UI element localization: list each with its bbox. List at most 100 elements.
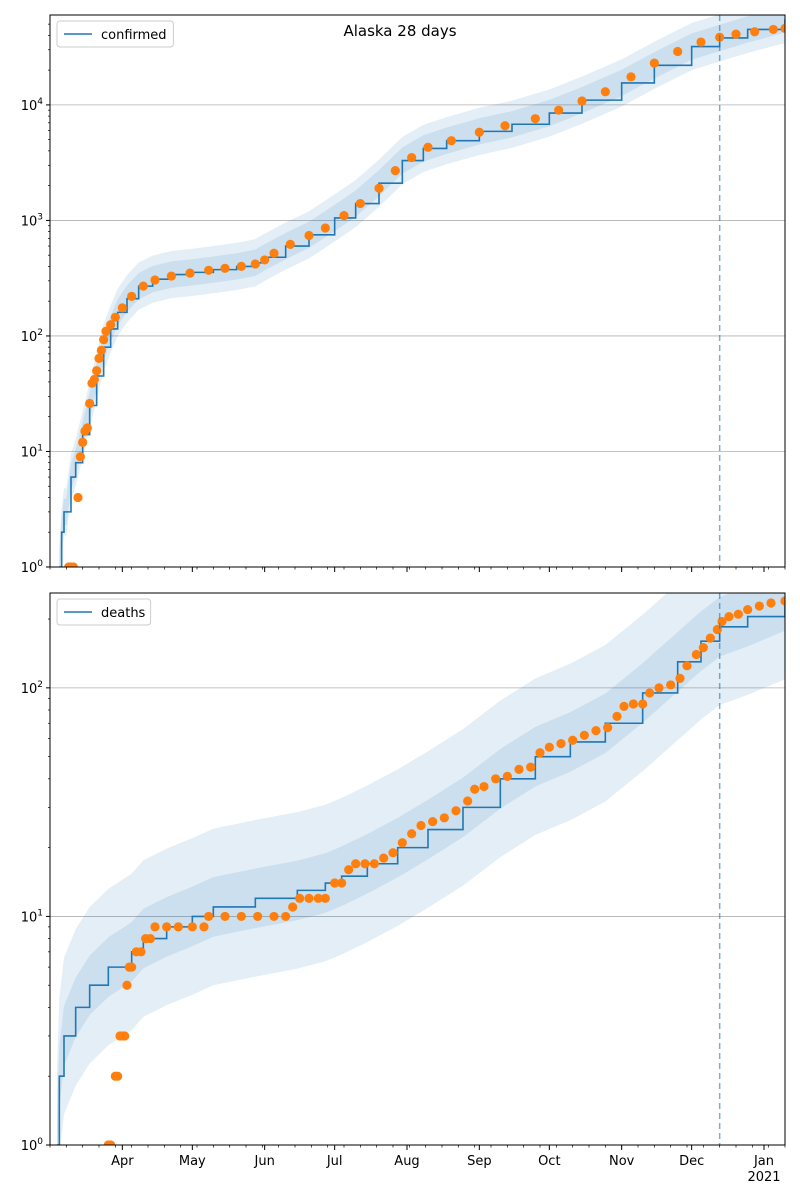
observed-point [96, 345, 106, 355]
observed-point [320, 223, 330, 233]
observed-point [463, 796, 473, 806]
observed-point [113, 1071, 123, 1081]
observed-point [162, 922, 172, 932]
observed-point [423, 142, 433, 152]
observed-point [673, 46, 683, 57]
y-tick-exponent: 1 [37, 908, 43, 918]
observed-point [185, 268, 195, 278]
observed-point [628, 699, 638, 709]
observed-point [750, 27, 760, 37]
observed-point [85, 398, 95, 409]
observed-point [250, 259, 260, 269]
observed-point [626, 72, 636, 82]
observed-point [236, 261, 246, 271]
observed-point [313, 893, 323, 903]
observed-point [75, 452, 85, 462]
observed-point [94, 353, 104, 363]
observed-point [691, 649, 701, 660]
plot-area [59, 15, 785, 567]
observed-point [731, 29, 741, 39]
observed-point [127, 962, 137, 972]
observed-point [281, 911, 291, 922]
observed-point [304, 230, 314, 241]
y-tick-label: 100 [21, 559, 44, 576]
observed-point [603, 723, 613, 733]
observed-point [654, 683, 664, 693]
y-tick-exponent: 4 [37, 97, 43, 107]
observed-point [591, 726, 601, 736]
x-tick-label: Jan [753, 1154, 774, 1169]
observed-point [712, 624, 722, 635]
observed-point [220, 911, 230, 922]
observed-point [127, 291, 137, 301]
observed-point [446, 136, 456, 146]
uncertainty-band [57, 593, 785, 1145]
observed-point [355, 198, 365, 209]
observed-point [439, 813, 449, 823]
observed-point [360, 859, 370, 869]
model-line-deaths [57, 600, 785, 1145]
y-tick-exponent: 1 [37, 443, 43, 453]
y-tick-exponent: 2 [37, 680, 43, 690]
y-tick-label: 101 [21, 443, 43, 460]
observed-point [78, 437, 88, 447]
legend: deaths [56, 598, 152, 626]
observed-point [675, 673, 685, 683]
observed-point [388, 848, 398, 858]
observed-point [754, 601, 764, 611]
observed-point [479, 781, 489, 792]
observed-point [766, 598, 776, 608]
observed-point [500, 121, 510, 131]
observed-point [768, 24, 778, 35]
observed-point [304, 893, 314, 903]
observed-point [568, 735, 578, 745]
x-tick-label: Jul [326, 1154, 343, 1169]
observed-point [379, 853, 389, 863]
observed-point [236, 911, 246, 922]
observed-point [428, 816, 438, 827]
observed-point [649, 58, 659, 68]
observed-point [110, 312, 120, 322]
y-tick-label: 104 [21, 97, 44, 114]
observed-point [579, 730, 589, 740]
observed-point [705, 633, 715, 643]
observed-point [470, 784, 480, 794]
observed-point [320, 893, 330, 903]
legend-label: deaths [101, 606, 146, 621]
observed-point [556, 739, 566, 749]
observed-point [645, 688, 655, 698]
observed-point [166, 271, 176, 281]
observed-point [612, 711, 622, 722]
plot-area [57, 593, 785, 1145]
observed-point [780, 23, 785, 33]
observed-point [600, 87, 610, 97]
observed-point [577, 96, 587, 106]
observed-point [204, 265, 214, 275]
y-tick-exponent: 3 [37, 212, 43, 222]
observed-point [288, 902, 298, 912]
observed-point [145, 933, 155, 944]
observed-point [502, 771, 512, 781]
axes-frame [49, 14, 786, 568]
x-tick-label: May [179, 1154, 206, 1169]
x-tick-label: Nov [609, 1154, 635, 1169]
observed-point [138, 281, 148, 291]
legend-label: confirmed [101, 28, 167, 43]
observed-point [733, 609, 743, 619]
model-line-confirmed [59, 19, 785, 567]
observed-point [106, 1140, 116, 1145]
observed-point [68, 562, 78, 567]
observed-point [390, 165, 400, 176]
observed-point [724, 611, 734, 622]
x-tick-label: Aug [394, 1154, 419, 1169]
observed-point [339, 211, 349, 221]
observed-point [122, 980, 132, 990]
x-tick-sublabel: 2021 [747, 1170, 780, 1185]
observed-point [136, 947, 146, 957]
axes-frame [49, 592, 786, 1146]
observed-point [619, 701, 629, 711]
observed-point [260, 255, 270, 265]
